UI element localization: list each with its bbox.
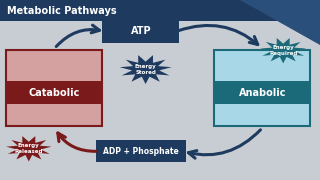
Text: Energy
Required: Energy Required xyxy=(269,45,297,56)
Text: Energy
Stored: Energy Stored xyxy=(135,64,156,75)
Text: Metabolic Pathways: Metabolic Pathways xyxy=(7,6,117,16)
FancyBboxPatch shape xyxy=(214,50,310,126)
FancyBboxPatch shape xyxy=(0,0,320,21)
FancyBboxPatch shape xyxy=(96,140,186,162)
Polygon shape xyxy=(120,55,172,84)
Polygon shape xyxy=(260,38,306,63)
FancyBboxPatch shape xyxy=(102,20,179,43)
FancyBboxPatch shape xyxy=(6,81,102,104)
FancyBboxPatch shape xyxy=(214,81,310,104)
FancyBboxPatch shape xyxy=(6,50,102,126)
Text: Energy
Released: Energy Released xyxy=(14,143,43,154)
Text: Anabolic: Anabolic xyxy=(239,88,286,98)
Text: ATP: ATP xyxy=(131,26,151,37)
Text: Catabolic: Catabolic xyxy=(29,88,80,98)
Polygon shape xyxy=(240,0,320,45)
Polygon shape xyxy=(6,136,52,161)
Text: ADP + Phosphate: ADP + Phosphate xyxy=(103,147,179,156)
